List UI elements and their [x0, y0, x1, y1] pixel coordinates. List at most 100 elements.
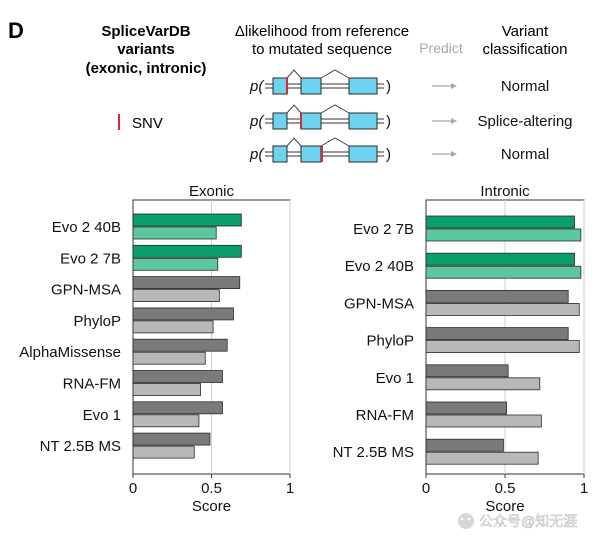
- variant-header-line2: classification: [482, 41, 567, 58]
- bar-series-1: [132, 432, 211, 446]
- bar-series-2: [132, 226, 217, 240]
- schematic-row-1: p() Normal: [249, 69, 549, 95]
- delta-header-line1: Δlikelihood from reference: [235, 23, 409, 40]
- y-category-label: RNA-FM: [356, 407, 414, 424]
- bar-series-1: [132, 213, 242, 227]
- y-category-label: PhyloP: [366, 333, 414, 350]
- dataset-title-line2: variants: [117, 41, 175, 58]
- splice-junction-1: [286, 69, 302, 79]
- panel-label: D: [8, 18, 24, 43]
- likelihood-close-label: ): [386, 146, 391, 163]
- bar-series-2: [425, 451, 539, 465]
- bar-series-1: [425, 438, 504, 452]
- variant-classification-label: Normal: [501, 146, 549, 163]
- x-axis-label: Score: [485, 498, 524, 515]
- y-category-label: NT 2.5B MS: [333, 444, 414, 461]
- intronic-chart: Intronic 0 0.5 1 Score Evo 2 7B Evo 2 40B GPN-M…: [333, 183, 589, 515]
- bar-series-2: [132, 320, 214, 334]
- exon-2: [300, 77, 322, 95]
- dataset-title-line3: (exonic, intronic): [86, 60, 207, 77]
- y-category-label: AlphaMissense: [19, 344, 121, 361]
- likelihood-open-label: p(: [249, 113, 265, 130]
- x-tick-label: 0: [129, 480, 137, 497]
- wechat-icon-eye-right: [467, 517, 471, 521]
- y-category-label: PhyloP: [73, 313, 121, 330]
- bar-series-2: [132, 445, 195, 459]
- x-axis-label: Score: [192, 498, 231, 515]
- bar-series-2: [132, 257, 219, 271]
- exonic-chart: Exonic 0 0.5 1 Score Evo 2 40B Evo 2 7B GPN-MSA…: [19, 183, 294, 515]
- wechat-icon-eye-left: [460, 517, 464, 521]
- bar-series-2: [132, 351, 206, 365]
- bar-series-1: [132, 370, 223, 383]
- splice-junction-2: [320, 69, 350, 79]
- variant-header-line1: Variant: [502, 23, 549, 40]
- bar-series-2: [132, 289, 220, 303]
- splice-junction-2: [320, 104, 350, 114]
- likelihood-close-label: ): [386, 78, 391, 95]
- likelihood-close-label: ): [386, 113, 391, 130]
- y-category-label: Evo 1: [83, 407, 121, 424]
- predict-arrow-head: [451, 151, 457, 157]
- y-category-label: GPN-MSA: [344, 295, 414, 312]
- bar-series-1: [425, 252, 575, 266]
- bar-series-2: [425, 377, 541, 391]
- likelihood-open-label: p(: [249, 146, 265, 163]
- likelihood-open-label: p(: [249, 78, 265, 95]
- bar-series-1: [132, 276, 241, 290]
- exon-2: [300, 112, 322, 130]
- exon-3: [348, 145, 378, 163]
- exon-1: [272, 145, 288, 163]
- x-tick-label: 0.5: [201, 480, 222, 497]
- splice-junction-1: [286, 137, 302, 147]
- variant-classification-label: Splice-altering: [477, 113, 572, 130]
- bar-series-1: [425, 401, 507, 415]
- bar-series-2: [132, 414, 200, 428]
- bar-series-2: [425, 228, 582, 242]
- exon-3: [348, 77, 378, 95]
- x-tick-label: 1: [580, 480, 588, 497]
- y-category-label: Evo 2 40B: [345, 258, 414, 275]
- exon-1: [272, 112, 288, 130]
- bar-series-1: [425, 327, 569, 341]
- schematic-row-2: p() Splice-altering: [249, 104, 573, 130]
- delta-header-line2: to mutated sequence: [252, 41, 392, 58]
- bar-series-2: [425, 265, 582, 279]
- schematic-row-3: p() Normal: [249, 137, 549, 163]
- watermark: 公众号@知无涯: [458, 513, 578, 529]
- exon-2: [300, 145, 322, 163]
- snv-legend-label: SNV: [132, 115, 163, 132]
- predict-header: Predict: [419, 40, 463, 56]
- bar-series-2: [425, 414, 542, 428]
- exon-1: [272, 77, 288, 95]
- wechat-icon: [458, 513, 474, 529]
- bar-series-2: [132, 383, 201, 396]
- bar-series-2: [425, 302, 580, 316]
- x-tick-label: 1: [286, 480, 294, 497]
- y-category-label: NT 2.5B MS: [40, 438, 121, 455]
- y-category-label: RNA-FM: [63, 376, 121, 393]
- bar-series-1: [132, 338, 228, 352]
- bar-series-1: [425, 364, 509, 378]
- bar-series-1: [425, 215, 575, 229]
- predict-arrow-head: [451, 83, 457, 89]
- splice-junction-2: [320, 137, 350, 147]
- dataset-title-line1: SpliceVarDB: [101, 23, 190, 40]
- x-tick-label: 0.5: [495, 480, 516, 497]
- variant-classification-label: Normal: [501, 78, 549, 95]
- x-tick-label: 0: [422, 480, 430, 497]
- bar-series-1: [132, 307, 234, 321]
- splice-junction-1: [286, 104, 302, 114]
- y-category-label: Evo 2 40B: [52, 219, 121, 236]
- bar-series-2: [425, 340, 580, 354]
- chart-title: Intronic: [480, 183, 530, 200]
- splice-schematic: p() Normal p() Splice-altering p() Normal: [249, 69, 573, 163]
- bar-series-1: [425, 289, 569, 303]
- y-category-label: Evo 2 7B: [353, 221, 414, 238]
- y-category-label: Evo 2 7B: [60, 250, 121, 267]
- predict-arrow-head: [451, 118, 457, 124]
- chart-title: Exonic: [189, 183, 235, 200]
- y-category-label: Evo 1: [376, 370, 414, 387]
- bar-series-1: [132, 244, 242, 258]
